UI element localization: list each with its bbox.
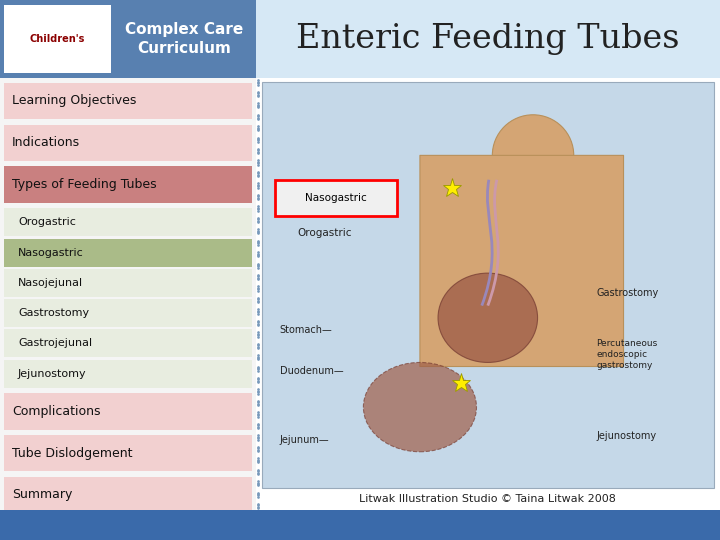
Bar xyxy=(4,269,251,297)
Text: Litwak Illustration Studio © Taina Litwak 2008: Litwak Illustration Studio © Taina Litwa… xyxy=(359,494,616,504)
Bar xyxy=(4,299,251,327)
Bar xyxy=(4,329,251,357)
Bar xyxy=(261,82,714,488)
Text: Jejunostomy: Jejunostomy xyxy=(18,369,86,379)
Bar xyxy=(0,78,256,510)
FancyBboxPatch shape xyxy=(420,156,624,367)
Text: Children's: Children's xyxy=(30,34,86,44)
Text: Stomach—: Stomach— xyxy=(279,325,333,335)
Bar xyxy=(4,477,251,514)
Bar xyxy=(275,180,397,217)
Bar xyxy=(4,208,251,237)
Text: Tube Dislodgement: Tube Dislodgement xyxy=(12,447,132,460)
Text: Nasogastric: Nasogastric xyxy=(305,193,367,203)
Text: Orogastric: Orogastric xyxy=(18,218,76,227)
Bar xyxy=(4,83,251,119)
Text: Gastrojejunal: Gastrojejunal xyxy=(18,339,92,348)
Bar xyxy=(4,435,251,471)
Bar xyxy=(4,239,251,267)
Text: Nasojejunal: Nasojejunal xyxy=(18,278,83,288)
Ellipse shape xyxy=(364,362,477,452)
Text: Learning Objectives: Learning Objectives xyxy=(12,94,136,107)
Bar xyxy=(256,0,720,78)
Ellipse shape xyxy=(438,273,538,362)
Text: Orogastric: Orogastric xyxy=(298,227,352,238)
Text: Nasogastric: Nasogastric xyxy=(18,248,84,258)
Text: Complex Care
Curriculum: Complex Care Curriculum xyxy=(125,22,243,56)
Text: Indications: Indications xyxy=(12,137,80,150)
Bar xyxy=(4,5,112,73)
Text: Summary: Summary xyxy=(12,489,73,502)
Bar xyxy=(4,393,251,429)
Ellipse shape xyxy=(492,115,574,196)
Text: Enteric Feeding Tubes: Enteric Feeding Tubes xyxy=(296,23,680,55)
Text: Gastrostomy: Gastrostomy xyxy=(596,288,659,299)
Text: Types of Feeding Tubes: Types of Feeding Tubes xyxy=(12,178,157,191)
Bar xyxy=(4,125,251,161)
Bar xyxy=(0,0,256,78)
Bar xyxy=(4,360,251,388)
Bar xyxy=(0,510,720,540)
Text: Gastrostomy: Gastrostomy xyxy=(18,308,89,318)
Bar xyxy=(4,166,251,203)
Bar xyxy=(4,518,251,540)
Text: Jejunostomy: Jejunostomy xyxy=(596,430,657,441)
Bar xyxy=(503,158,542,204)
Text: Duodenum—: Duodenum— xyxy=(279,366,343,375)
Text: Complications: Complications xyxy=(12,404,101,417)
Text: Percutaneous
endoscopic
gastrostomy: Percutaneous endoscopic gastrostomy xyxy=(596,339,657,370)
Text: Jejunum—: Jejunum— xyxy=(279,435,329,444)
Text: References & Resources: References & Resources xyxy=(12,530,164,540)
